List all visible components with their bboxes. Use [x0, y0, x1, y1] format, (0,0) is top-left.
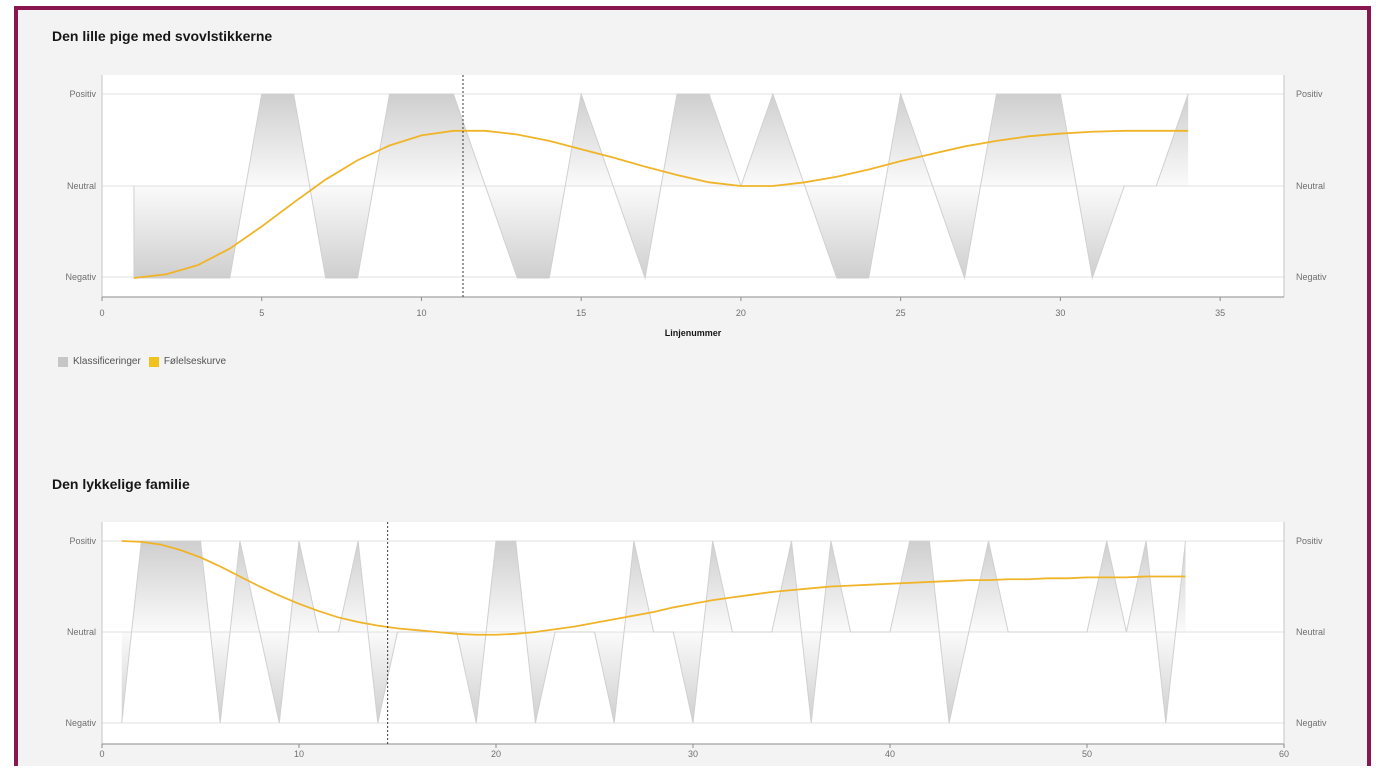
x-tick-label: 0 — [99, 749, 104, 759]
legend-label-classifications: Klassificeringer — [73, 356, 141, 367]
y-tick-label-left: Positiv — [69, 536, 96, 546]
chart-title-2: Den lykkelige familie — [52, 476, 190, 492]
x-tick-label: 40 — [885, 749, 895, 759]
emotion-curve-line — [121, 540, 1186, 636]
classification-line — [133, 92, 1189, 280]
x-tick-label: 30 — [1055, 308, 1065, 318]
classification-line — [121, 540, 1186, 724]
x-tick-label: 0 — [99, 308, 104, 318]
x-tick-label: 10 — [294, 749, 304, 759]
legend-item-emotion-curve[interactable]: Følelseskurve — [148, 356, 227, 367]
x-tick-label: 5 — [259, 308, 264, 318]
legend-item-classifications[interactable]: Klassificeringer — [58, 356, 141, 367]
y-tick-label-right: Positiv — [1296, 536, 1323, 546]
y-tick-label-left: Negativ — [65, 718, 96, 728]
x-tick-label: 20 — [736, 308, 746, 318]
x-tick-label: 50 — [1082, 749, 1092, 759]
y-tick-label-right: Negativ — [1296, 718, 1327, 728]
x-tick-label: 15 — [576, 308, 586, 318]
y-tick-label-left: Positiv — [69, 89, 96, 99]
y-tick-label-right: Neutral — [1296, 181, 1325, 191]
charts-canvas: Negativ Negativ Neutral Neutral Positiv Posit… — [65, 75, 1327, 759]
chart-frame: Den lille pige med svovlstikkerne Den ly… — [14, 6, 1371, 766]
y-tick-label-left: Neutral — [67, 181, 96, 191]
chart-1: Negativ Negativ Neutral Neutral Positiv Posit… — [65, 75, 1327, 338]
emotion-curve-line — [133, 129, 1189, 279]
x-tick-label: 20 — [491, 749, 501, 759]
chart-2: Negativ Negativ Neutral Neutral Positiv Posit… — [65, 522, 1327, 759]
y-tick-label-right: Positiv — [1296, 89, 1323, 99]
legend-swatch-classifications — [58, 356, 68, 367]
x-tick-label: 30 — [688, 749, 698, 759]
x-tick-label: 10 — [416, 308, 426, 318]
x-tick-label: 60 — [1279, 749, 1289, 759]
y-tick-label-right: Negativ — [1296, 272, 1327, 282]
y-tick-label-left: Neutral — [67, 627, 96, 637]
chart-title-1: Den lille pige med svovlstikkerne — [52, 28, 273, 44]
x-axis-label: Linjenummer — [665, 328, 722, 338]
x-tick-label: 35 — [1215, 308, 1225, 318]
y-tick-label-right: Neutral — [1296, 627, 1325, 637]
legend-label-emotion-curve: Følelseskurve — [163, 356, 227, 367]
x-tick-label: 25 — [896, 308, 906, 318]
y-tick-label-left: Negativ — [65, 272, 96, 282]
legend-swatch-emotion-curve — [148, 356, 159, 367]
classification-area — [121, 541, 1186, 723]
legend: Klassificeringer Følelseskurve — [58, 356, 234, 367]
